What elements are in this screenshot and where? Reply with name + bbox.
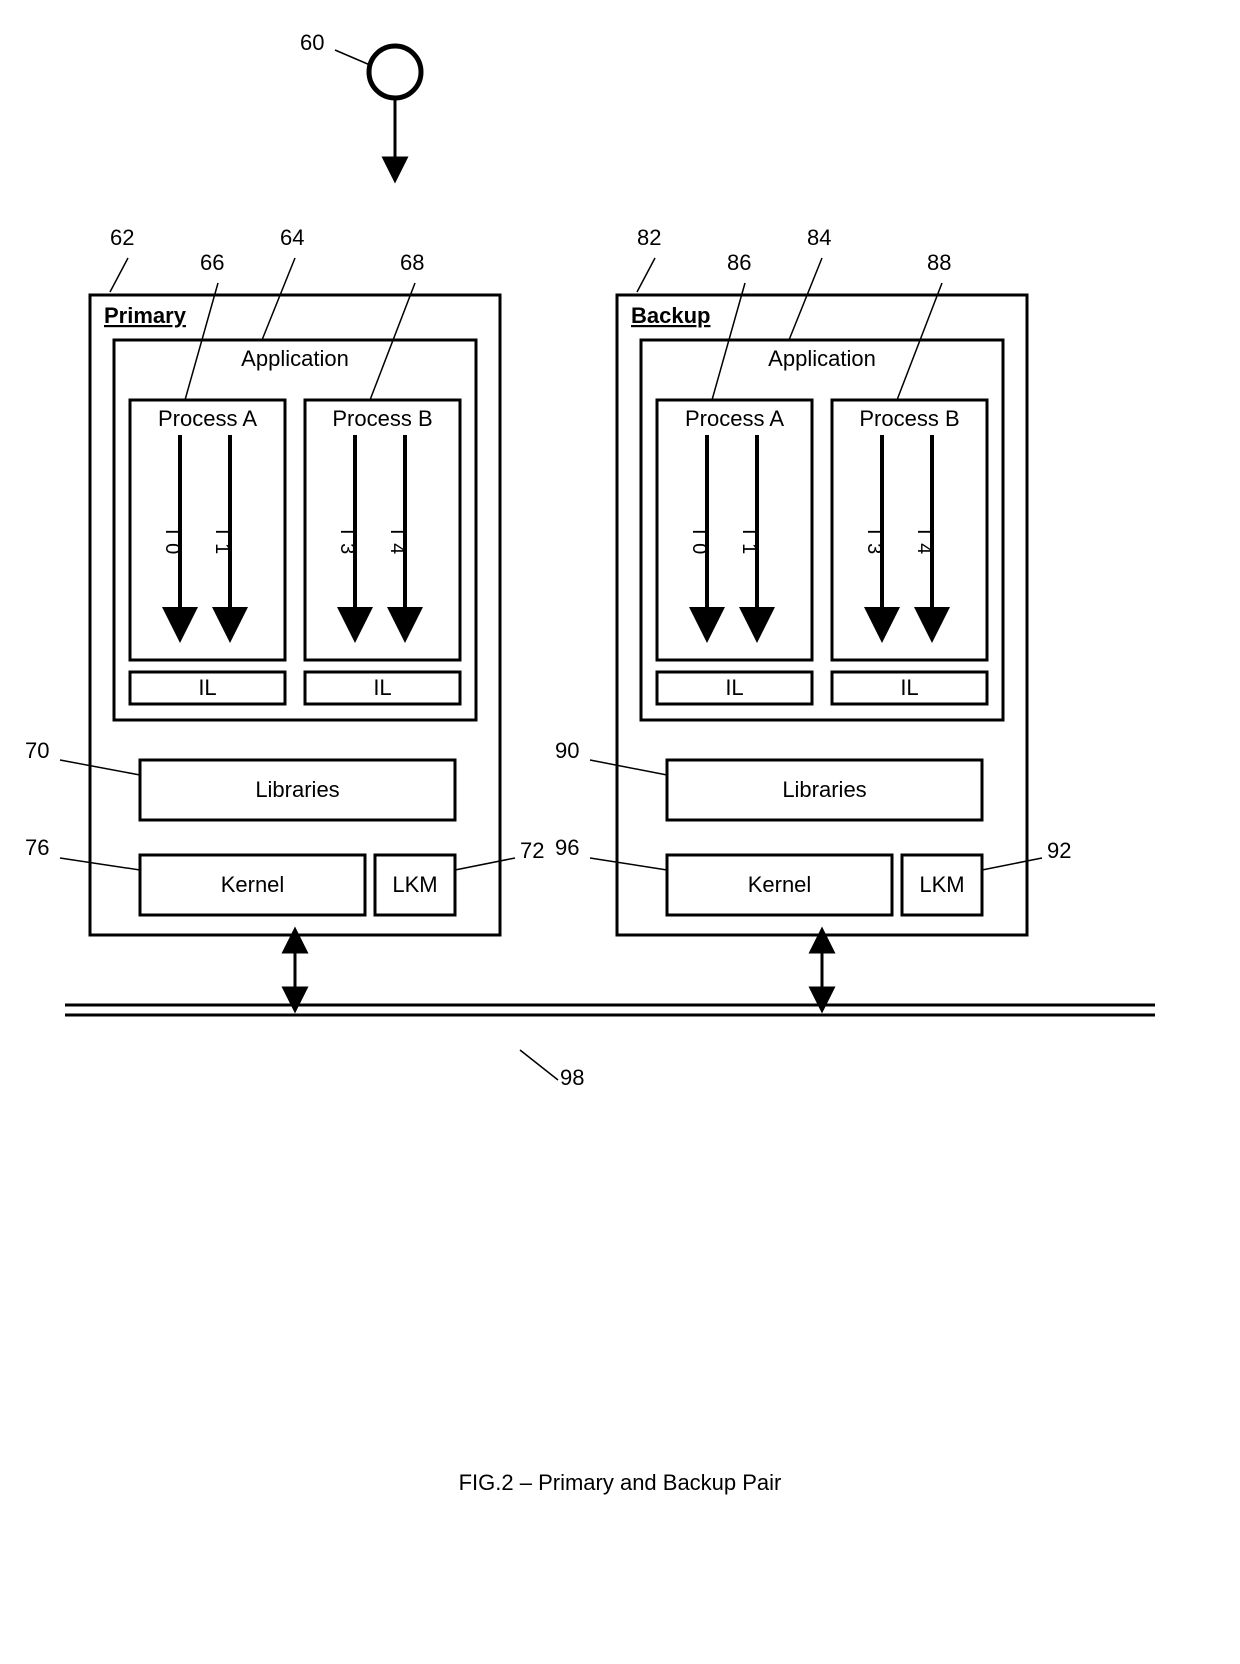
svg-text:Process A: Process A bbox=[158, 406, 257, 431]
svg-text:Application: Application bbox=[241, 346, 349, 371]
thread-label: T 0 bbox=[161, 526, 183, 555]
svg-text:84: 84 bbox=[807, 225, 831, 250]
svg-text:Process B: Process B bbox=[859, 406, 959, 431]
actor-icon bbox=[369, 46, 421, 98]
svg-text:82: 82 bbox=[637, 225, 661, 250]
figure-caption: FIG.2 – Primary and Backup Pair bbox=[459, 1470, 782, 1495]
svg-text:LKM: LKM bbox=[392, 872, 437, 897]
diagram-canvas: 60 Primary 62 Application 64 Process A 66 T 0 T … bbox=[0, 0, 1240, 1664]
svg-text:Libraries: Libraries bbox=[255, 777, 339, 802]
svg-text:88: 88 bbox=[927, 250, 951, 275]
thread-label: T 0 bbox=[688, 526, 710, 555]
thread-label: T 3 bbox=[863, 526, 885, 555]
svg-text:76: 76 bbox=[25, 835, 49, 860]
svg-text:Application: Application bbox=[768, 346, 876, 371]
svg-text:IL: IL bbox=[198, 675, 216, 700]
svg-text:62: 62 bbox=[110, 225, 134, 250]
thread-label: T 1 bbox=[211, 526, 233, 555]
svg-text:Process A: Process A bbox=[685, 406, 784, 431]
svg-text:IL: IL bbox=[725, 675, 743, 700]
svg-text:IL: IL bbox=[373, 675, 391, 700]
svg-text:66: 66 bbox=[200, 250, 224, 275]
svg-text:Libraries: Libraries bbox=[782, 777, 866, 802]
svg-text:Kernel: Kernel bbox=[221, 872, 285, 897]
svg-text:64: 64 bbox=[280, 225, 304, 250]
svg-text:IL: IL bbox=[900, 675, 918, 700]
svg-text:LKM: LKM bbox=[919, 872, 964, 897]
thread-label: T 1 bbox=[738, 526, 760, 555]
thread-label: T 3 bbox=[336, 526, 358, 555]
svg-text:60: 60 bbox=[300, 30, 324, 55]
svg-text:96: 96 bbox=[555, 835, 579, 860]
svg-text:Kernel: Kernel bbox=[748, 872, 812, 897]
svg-text:72: 72 bbox=[520, 838, 544, 863]
svg-text:68: 68 bbox=[400, 250, 424, 275]
svg-text:90: 90 bbox=[555, 738, 579, 763]
primary-host-title: Primary bbox=[104, 303, 187, 328]
svg-text:Process B: Process B bbox=[332, 406, 432, 431]
backup-host-title: Backup bbox=[631, 303, 710, 328]
svg-text:92: 92 bbox=[1047, 838, 1071, 863]
svg-text:70: 70 bbox=[25, 738, 49, 763]
thread-label: T 4 bbox=[386, 526, 408, 555]
svg-text:98: 98 bbox=[560, 1065, 584, 1090]
svg-text:86: 86 bbox=[727, 250, 751, 275]
thread-label: T 4 bbox=[913, 526, 935, 555]
